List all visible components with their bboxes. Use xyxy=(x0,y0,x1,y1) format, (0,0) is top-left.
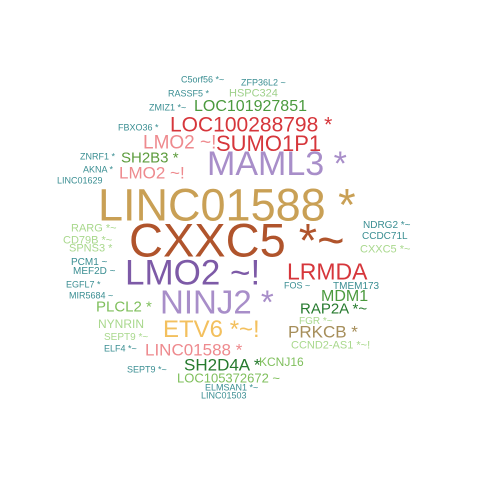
word-sept9-upper: SEPT9 *~ xyxy=(104,332,149,343)
word-linc01503: LINC01503 xyxy=(201,390,247,401)
word-rassf5: RASSF5 * xyxy=(168,88,210,99)
word-loc101927851: LOC101927851 xyxy=(194,98,307,115)
word-rarg: RARG *~ xyxy=(71,222,117,235)
word-loc105372672: LOC105372672 ~ xyxy=(177,370,281,386)
word-prkcb: PRKCB * xyxy=(288,322,358,342)
word-c5orf56: C5orf56 *~ xyxy=(181,74,225,85)
word-kcnj16: KCNJ16 xyxy=(259,355,304,369)
word-sumo1p1: SUMO1P1 xyxy=(216,131,322,156)
word-lrmda: LRMDA xyxy=(287,258,368,285)
word-ninj2: NINJ2 * xyxy=(160,283,274,321)
word-linc01588-large: LINC01588 * xyxy=(98,179,356,231)
word-elf4: ELF4 *~ xyxy=(104,343,137,354)
word-zfp36l2: ZFP36L2 ~ xyxy=(241,77,286,88)
word-pcm1: PCM1 ~ xyxy=(71,257,108,268)
word-hspc324: HSPC324 xyxy=(229,87,278,100)
word-elmsan1: ELMSAN1 *~ xyxy=(205,382,259,393)
word-mef2d: MEF2D ~ xyxy=(73,266,116,277)
word-ccdc71l: CCDC71L xyxy=(362,231,408,242)
word-znrf1: ZNRF1 * xyxy=(80,151,116,162)
word-zmiz1: ZMIZ1 *~ xyxy=(149,102,187,113)
word-tmem173: TMEM173 xyxy=(333,281,380,292)
word-spns3: SPNS3 * xyxy=(69,242,113,255)
word-cd79b: CD79B *~ xyxy=(63,234,113,247)
word-sh2b3: SH2B3 * xyxy=(121,149,179,167)
word-nynrin: NYNRIN xyxy=(98,317,145,331)
word-lmo2-upper: LMO2 ~! xyxy=(143,132,217,154)
word-cxxc5-small: CXXC5 *~ xyxy=(360,243,411,256)
word-fgr: FGR *~ xyxy=(299,316,333,327)
word-maml3: MAML3 * xyxy=(207,145,347,183)
word-lmo2-mid: LMO2 ~! xyxy=(119,163,185,183)
word-egfl7: EGFL7 * xyxy=(66,279,101,290)
word-akna: AKNA * xyxy=(83,164,114,175)
word-mir5684: MIR5684 ~ xyxy=(69,290,114,301)
word-plcl2: PLCL2 * xyxy=(96,298,152,316)
word-sept9-lower: SEPT9 *~ xyxy=(127,364,167,375)
word-fos: FOS ~ xyxy=(284,280,311,291)
word-mdm1: MDM1 xyxy=(321,288,369,305)
word-rap2a: RAP2A *~ xyxy=(300,300,368,318)
word-ndrg2: NDRG2 *~ xyxy=(363,220,411,231)
word-etv6: ETV6 *~! xyxy=(163,316,260,343)
word-lmo2-large: LMO2 ~! xyxy=(125,253,261,293)
word-cxxc5-large: CXXC5 *~ xyxy=(129,213,345,267)
word-sh2d4a: SH2D4A * xyxy=(184,355,261,375)
word-fbxo36: FBXO36 * xyxy=(118,122,159,133)
word-loc100288798: LOC100288798 * xyxy=(170,113,333,137)
word-ccnd2-as1: CCND2-AS1 *~! xyxy=(291,339,371,352)
word-linc01629: LINC01629 xyxy=(57,175,103,186)
word-linc01588-small: LINC01588 * xyxy=(145,340,243,360)
